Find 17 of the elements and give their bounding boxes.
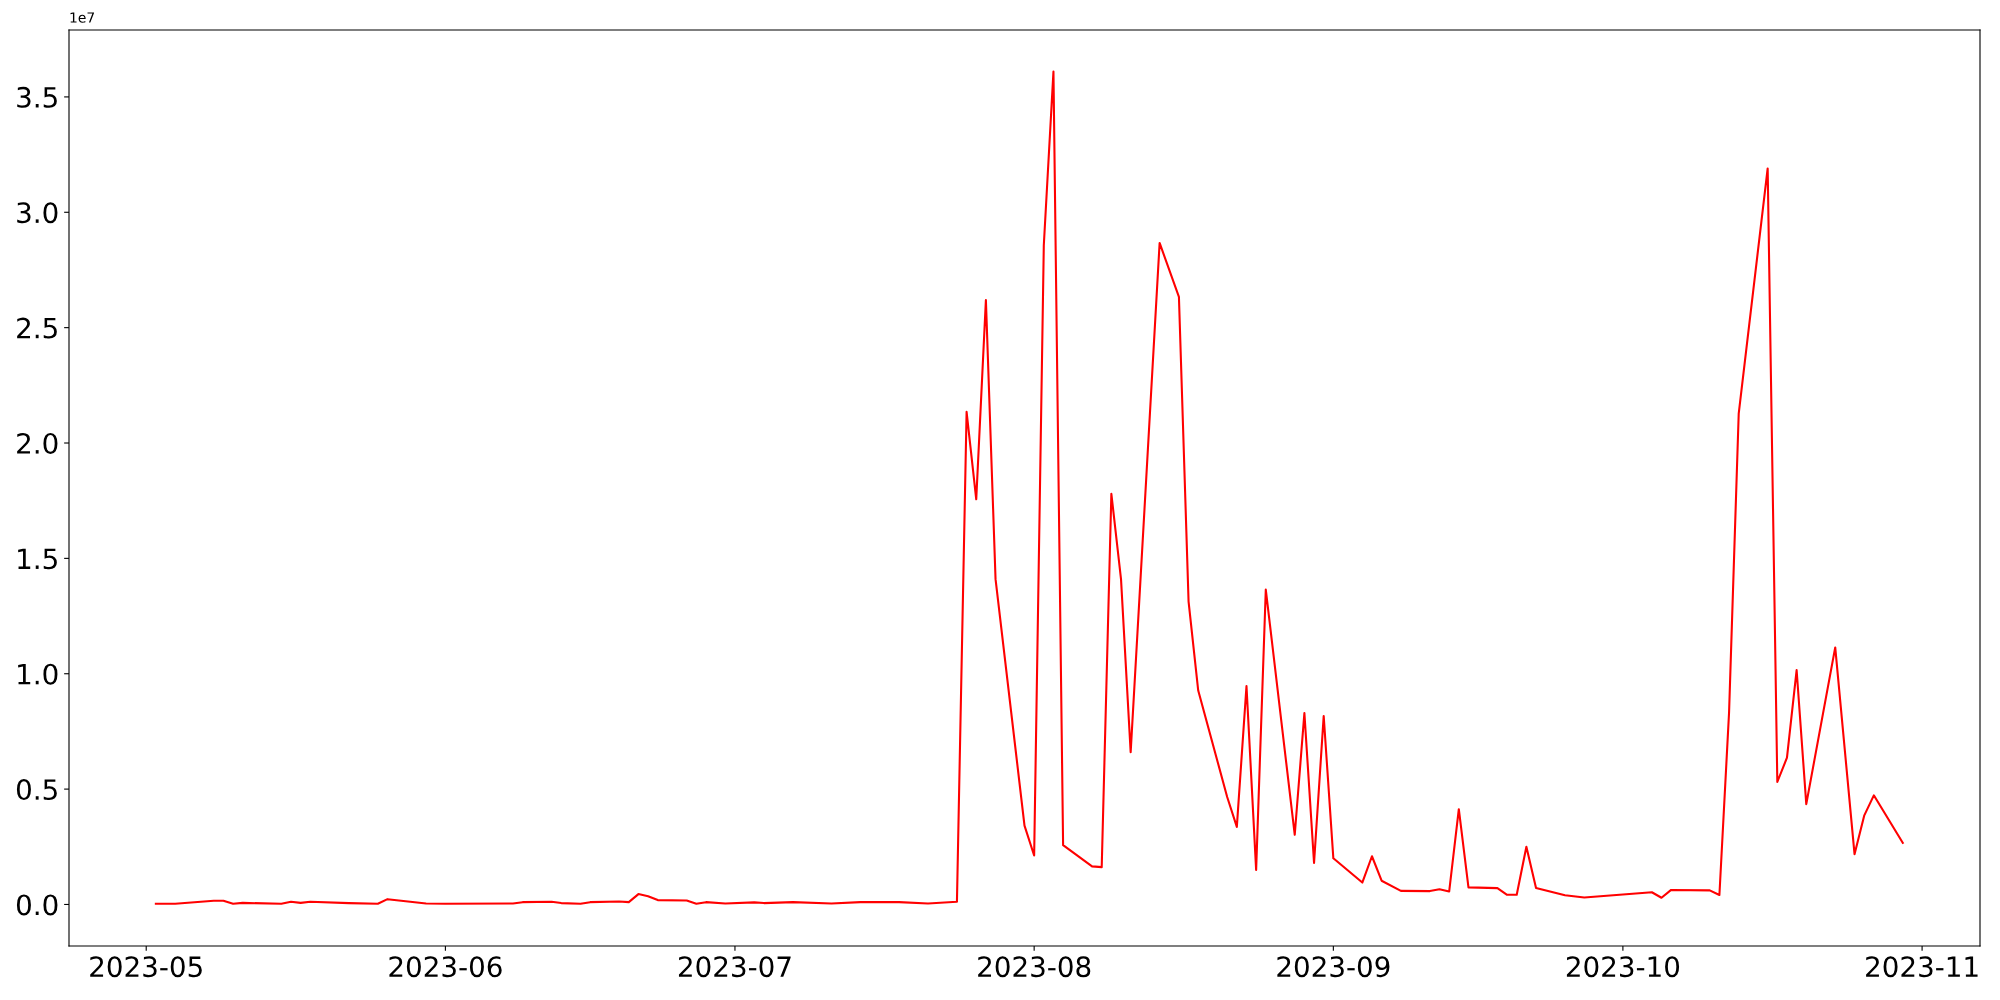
x-tick-label: 2023-07: [678, 956, 791, 978]
y-tick-label: 3.5: [17, 86, 57, 108]
y-tick-label: 3.0: [17, 202, 58, 224]
x-tick-label: 2023-06: [389, 956, 502, 978]
y-tick-label: 2.5: [17, 317, 57, 339]
x-tick-label: 2023-10: [1566, 956, 1680, 978]
x-tick-label: 2023-11: [1866, 956, 1978, 978]
x-tick-label: 2023-08: [978, 956, 1091, 978]
x-tick-label: 2023-09: [1277, 956, 1390, 978]
y-tick-label: 0.5: [16, 779, 57, 801]
text: 1e7: [70, 12, 95, 23]
y-tick-label: 1.5: [18, 548, 57, 570]
y-tick-label: 0.0: [16, 894, 58, 916]
x-tick-label: 2023-05: [90, 956, 202, 978]
line-series: [154, 70, 1904, 905]
y-tick-label: 2.0: [17, 432, 58, 454]
y-tick-label: 1.0: [18, 663, 58, 685]
